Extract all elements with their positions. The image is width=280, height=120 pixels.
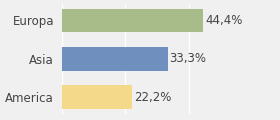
Text: 33,3%: 33,3%: [170, 52, 207, 65]
Bar: [62, 85, 132, 109]
Bar: [62, 9, 203, 32]
Text: 22,2%: 22,2%: [134, 91, 172, 104]
Bar: [62, 47, 168, 71]
Text: 44,4%: 44,4%: [205, 14, 242, 27]
